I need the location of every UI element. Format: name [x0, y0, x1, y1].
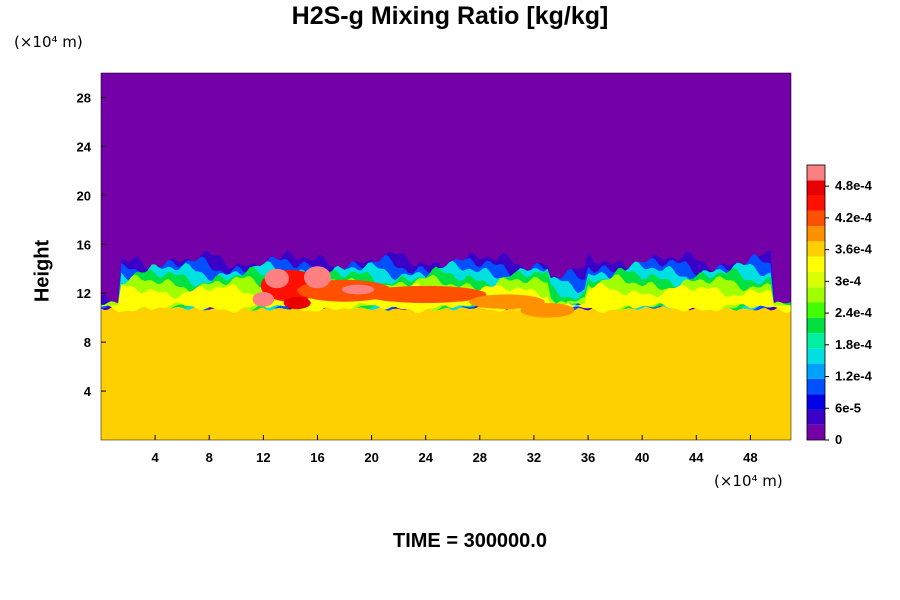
colorbar-tick-label: 3.6e-4: [835, 242, 873, 257]
concentration-filament-4: [520, 302, 575, 318]
x-tick-label: 4: [152, 450, 160, 465]
colorbar-segment: [807, 226, 825, 242]
plot-frame: [100, 72, 792, 441]
colorbar-tick-label: 1.2e-4: [835, 369, 873, 384]
x-tick-label: 8: [206, 450, 213, 465]
y-axis-unit: (×10⁴ m): [14, 33, 83, 51]
colorbar-segment: [807, 317, 825, 334]
x-tick-label: 24: [418, 450, 433, 465]
colorbar-tick-label: 4.2e-4: [835, 210, 873, 225]
colorbar-tick-label: 6e-5: [835, 400, 861, 415]
colorbar-tick-label: 0: [835, 432, 842, 447]
chart-title: H2S-g Mixing Ratio [kg/kg]: [291, 2, 609, 30]
y-tick-label: 20: [77, 188, 91, 203]
y-tick-label: 8: [84, 335, 91, 350]
x-tick-label: 20: [364, 450, 378, 465]
colorbar-segment: [807, 302, 825, 318]
plume-column: [452, 329, 512, 440]
concentration-filament-6: [303, 266, 331, 289]
x-tick-label: 40: [635, 450, 649, 465]
colorbar-segment: [807, 394, 825, 410]
x-tick-label: 32: [527, 450, 541, 465]
colorbar-segment: [807, 210, 825, 227]
plume-stem: [588, 329, 622, 379]
colorbar-tick-label: 2.4e-4: [835, 305, 873, 320]
colorbar-tick-label: 3e-4: [835, 273, 862, 288]
colorbar-segment: [807, 363, 825, 379]
colorbar: 0 6e-5 1.2e-4 1.8e-4 2.4e-4 3e-4 3.6e-4 4.2e-4 4…: [806, 164, 873, 447]
colorbar-tick-label: 1.8e-4: [835, 337, 873, 352]
colorbar-segment: [807, 378, 825, 395]
colorbar-segment: [807, 271, 825, 288]
y-tick-label: 16: [77, 237, 91, 252]
colorbar-segment: [807, 287, 825, 303]
x-axis-ticks: 4 8 12 16 20 24 28 32 36 40 44 48: [152, 435, 758, 465]
colorbar-segment: [807, 333, 825, 349]
colorbar-segment: [807, 195, 825, 211]
colorbar-segment: [807, 165, 825, 181]
time-label: TIME = 300000.0: [393, 530, 547, 552]
colorbar-segment: [807, 256, 825, 272]
lower-layer: [101, 305, 791, 440]
y-tick-label: 4: [84, 384, 92, 399]
concentration-filament-8: [341, 284, 375, 295]
concentration-filament-7: [252, 291, 275, 307]
y-tick-label: 12: [77, 286, 91, 301]
x-tick-label: 36: [581, 450, 595, 465]
y-tick-label: 24: [77, 139, 92, 154]
colorbar-segment: [807, 409, 825, 425]
y-axis-ticks: 4 8 12 16 20 24 28: [77, 90, 106, 399]
x-tick-label: 48: [743, 450, 757, 465]
colorbar-segment: [807, 180, 825, 196]
concentration-filament-2: [364, 285, 487, 303]
x-tick-label: 12: [256, 450, 270, 465]
colorbar-tick-label: 4.8e-4: [835, 178, 873, 193]
colorbar-frame: [806, 164, 826, 441]
heatmap-field: [101, 73, 791, 440]
colorbar-segment: [807, 241, 825, 257]
x-tick-label: 44: [689, 450, 704, 465]
concentration-filament-3: [469, 294, 545, 310]
colorbar-segment: [807, 424, 825, 440]
plume-eddy: [596, 378, 643, 421]
y-tick-label: 28: [77, 90, 91, 105]
x-tick-label: 28: [473, 450, 487, 465]
colorbar-segment: [807, 348, 825, 364]
x-tick-label: 16: [310, 450, 324, 465]
x-axis-unit: (×10⁴ m): [714, 472, 783, 490]
concentration-filament-9: [283, 296, 311, 310]
concentration-filament-5: [264, 268, 290, 289]
